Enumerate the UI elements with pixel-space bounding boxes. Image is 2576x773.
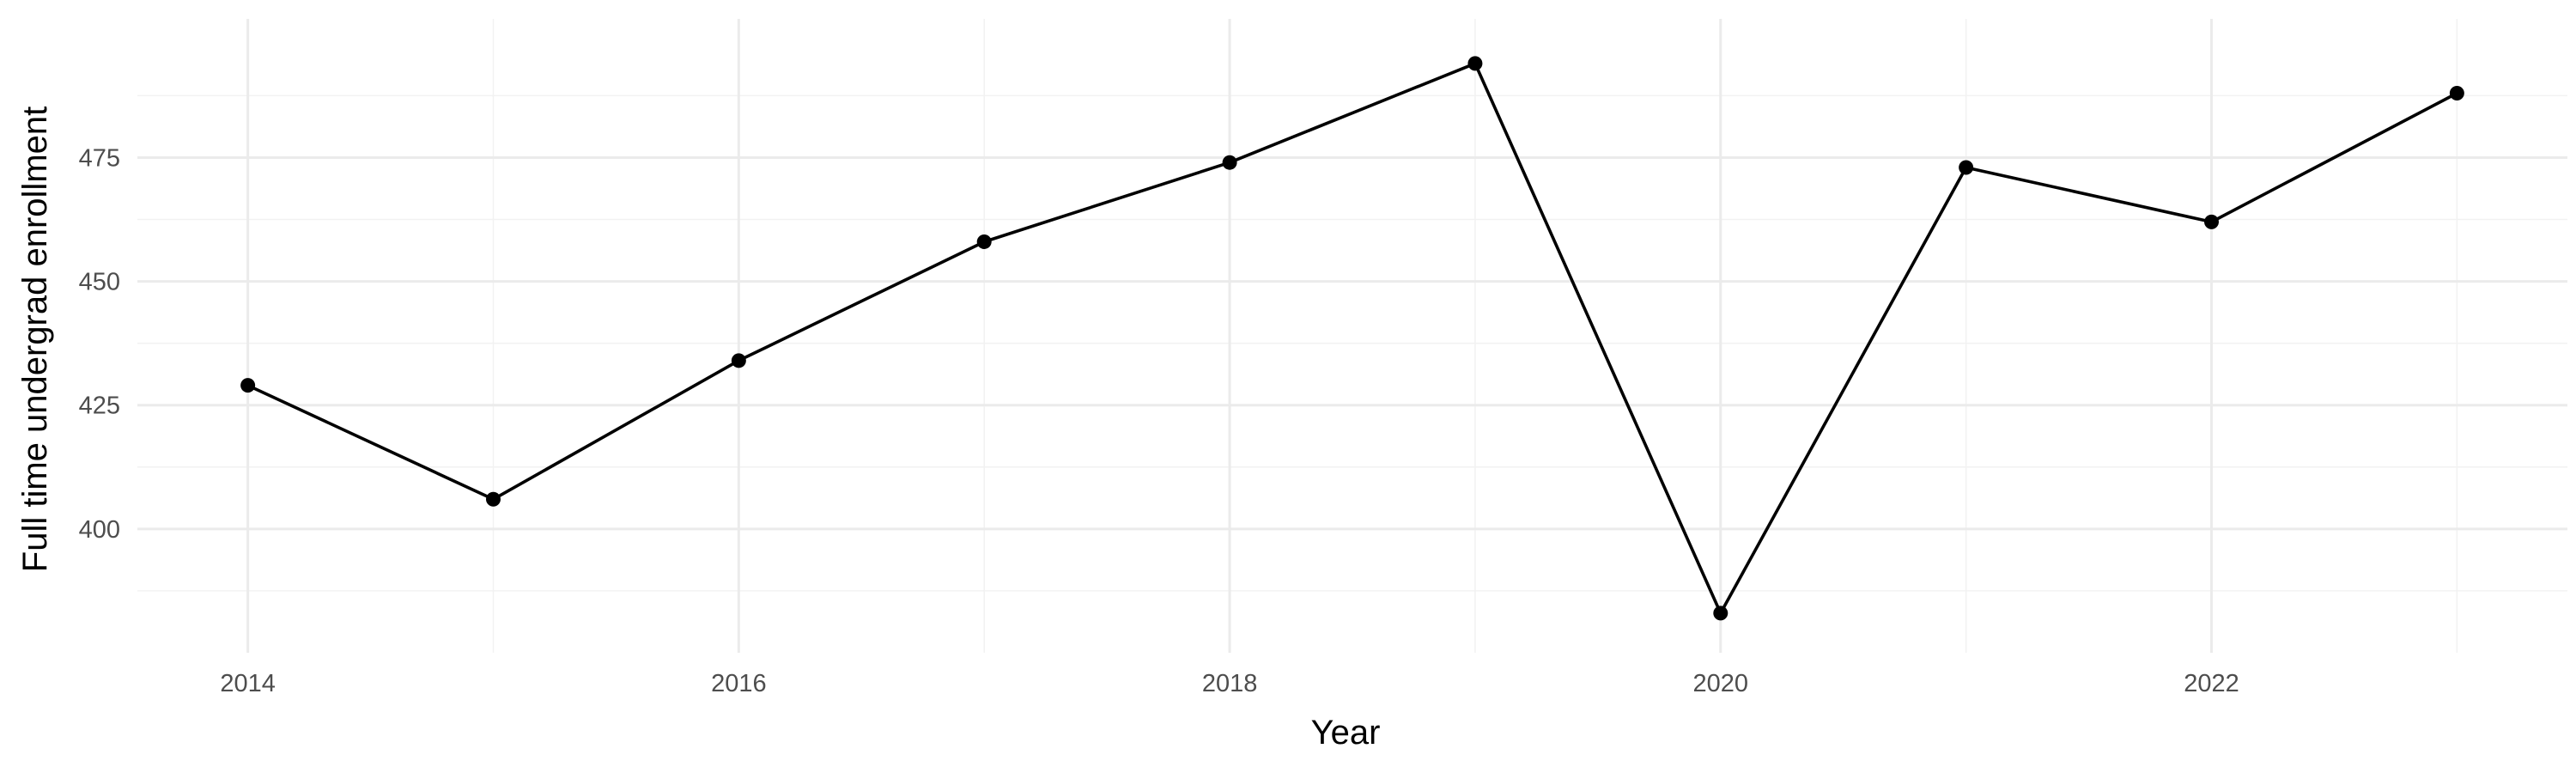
- x-tick-label: 2014: [220, 670, 276, 697]
- series-line-group: [246, 62, 2458, 615]
- x-tick-label: 2018: [1202, 670, 1258, 697]
- y-tick-label: 400: [79, 516, 120, 544]
- x-axis-title: Year: [1311, 714, 1381, 752]
- data-point: [731, 353, 746, 368]
- data-point: [1222, 155, 1237, 170]
- minor-gridlines: [137, 19, 2567, 653]
- data-point: [485, 491, 501, 507]
- y-tick-label: 475: [79, 144, 120, 172]
- series-line: [246, 62, 2458, 615]
- x-tick-labels: 2014 2016 2018 2020 2022: [220, 670, 2239, 697]
- data-point: [1713, 606, 1728, 621]
- y-tick-labels: 400 425 450 475: [79, 144, 120, 543]
- data-point: [2449, 85, 2464, 100]
- data-point: [976, 234, 992, 249]
- x-tick-label: 2020: [1693, 670, 1749, 697]
- data-point: [240, 378, 256, 393]
- data-point: [1467, 56, 1483, 71]
- y-axis-title: Full time undergrad enrollment: [16, 107, 54, 572]
- data-point: [1959, 160, 1974, 175]
- y-tick-label: 425: [79, 393, 120, 420]
- major-gridlines: [137, 19, 2567, 653]
- x-tick-label: 2016: [711, 670, 767, 697]
- data-points: [240, 56, 2464, 621]
- y-tick-label: 450: [79, 269, 120, 296]
- data-point: [2204, 214, 2220, 229]
- x-tick-label: 2022: [2184, 670, 2239, 697]
